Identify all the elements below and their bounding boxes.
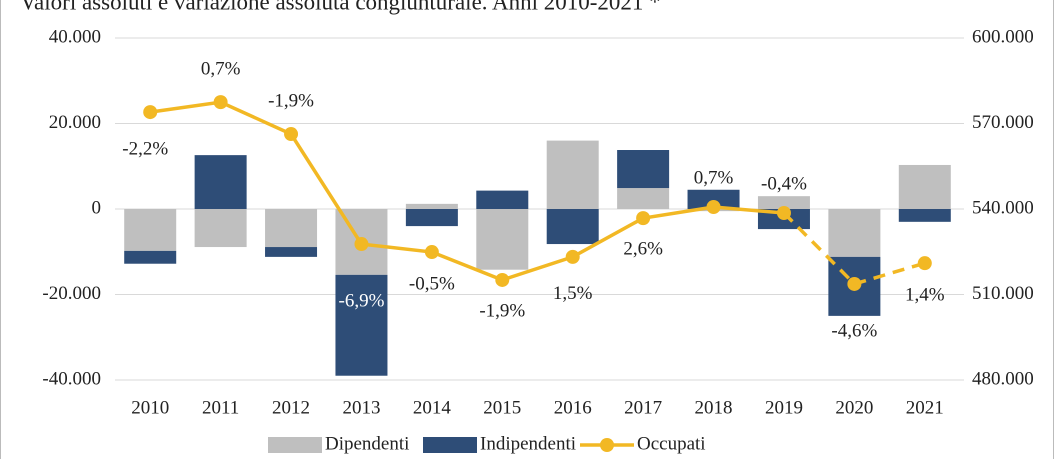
legend-label: Dipendenti bbox=[325, 433, 409, 454]
line-point bbox=[495, 272, 510, 287]
x-tick-label: 2016 bbox=[554, 397, 592, 418]
legend-label: Occupati bbox=[637, 433, 706, 454]
y2-tick-label: 480.000 bbox=[972, 368, 1034, 389]
line-point bbox=[847, 276, 862, 291]
data-label: -0,4% bbox=[761, 173, 807, 194]
x-tick-label: 2011 bbox=[202, 397, 239, 418]
bar bbox=[546, 140, 599, 209]
y2-tick-label: 600.000 bbox=[972, 26, 1034, 47]
bar bbox=[898, 209, 951, 222]
line-point bbox=[424, 245, 439, 260]
line-point bbox=[143, 105, 158, 120]
legend-swatch bbox=[600, 438, 614, 452]
bar bbox=[194, 209, 247, 248]
data-label: -4,6% bbox=[831, 320, 877, 341]
x-tick-label: 2019 bbox=[765, 397, 803, 418]
line-point bbox=[354, 237, 369, 252]
bar bbox=[828, 209, 881, 257]
y-tick-label: -20.000 bbox=[42, 283, 101, 304]
x-tick-label: 2015 bbox=[483, 397, 521, 418]
y2-tick-label: 510.000 bbox=[972, 283, 1034, 304]
line-point bbox=[776, 205, 791, 220]
bar bbox=[546, 209, 599, 245]
y-tick-label: 0 bbox=[92, 197, 102, 218]
y2-tick-label: 540.000 bbox=[972, 197, 1034, 218]
x-tick-label: 2020 bbox=[835, 397, 873, 418]
bar bbox=[757, 196, 810, 209]
x-tick-label: 2014 bbox=[413, 397, 452, 418]
legend-swatch bbox=[268, 437, 322, 453]
y-tick-label: 20.000 bbox=[49, 112, 101, 133]
bar bbox=[124, 250, 177, 264]
x-tick-label: 2021 bbox=[906, 397, 944, 418]
line-point bbox=[284, 127, 299, 142]
x-tick-label: 2017 bbox=[624, 397, 662, 418]
bar bbox=[405, 203, 458, 209]
x-tick-label: 2018 bbox=[695, 397, 733, 418]
data-label: 1,4% bbox=[905, 285, 945, 306]
line bbox=[149, 100, 785, 282]
line-point bbox=[636, 211, 651, 226]
data-label: -0,5% bbox=[409, 273, 455, 294]
legend-label: Indipendenti bbox=[480, 433, 576, 454]
bar bbox=[617, 188, 670, 209]
line-point bbox=[917, 256, 932, 271]
data-label: -2,2% bbox=[122, 138, 168, 159]
bar bbox=[617, 150, 670, 189]
data-label: 0,7% bbox=[694, 167, 734, 188]
chart-title: Valori assoluti e variazione assoluta co… bbox=[20, 0, 661, 14]
legend-swatch bbox=[423, 437, 477, 453]
bar bbox=[405, 209, 458, 227]
bar bbox=[476, 209, 529, 270]
data-label: -1,9% bbox=[268, 90, 314, 111]
y2-tick-label: 570.000 bbox=[972, 112, 1034, 133]
line bbox=[782, 211, 926, 286]
bar bbox=[335, 274, 388, 376]
line-point bbox=[706, 200, 721, 215]
bar bbox=[476, 190, 529, 209]
bar bbox=[124, 209, 177, 251]
data-label: -6,9% bbox=[339, 290, 385, 311]
bar bbox=[265, 209, 318, 248]
data-label: 2,6% bbox=[623, 238, 663, 259]
bar bbox=[898, 164, 951, 209]
bar bbox=[265, 247, 318, 257]
bar bbox=[194, 155, 247, 209]
y-tick-label: -40.000 bbox=[42, 368, 101, 389]
data-label: -1,9% bbox=[479, 300, 525, 321]
x-tick-label: 2012 bbox=[272, 397, 310, 418]
x-tick-label: 2010 bbox=[131, 397, 169, 418]
line-point bbox=[213, 95, 228, 110]
line-point bbox=[565, 249, 580, 264]
bar bbox=[687, 189, 740, 209]
data-label: 1,5% bbox=[553, 283, 593, 304]
y-tick-label: 40.000 bbox=[49, 26, 101, 47]
data-label: 0,7% bbox=[201, 58, 241, 79]
x-tick-label: 2013 bbox=[342, 397, 380, 418]
